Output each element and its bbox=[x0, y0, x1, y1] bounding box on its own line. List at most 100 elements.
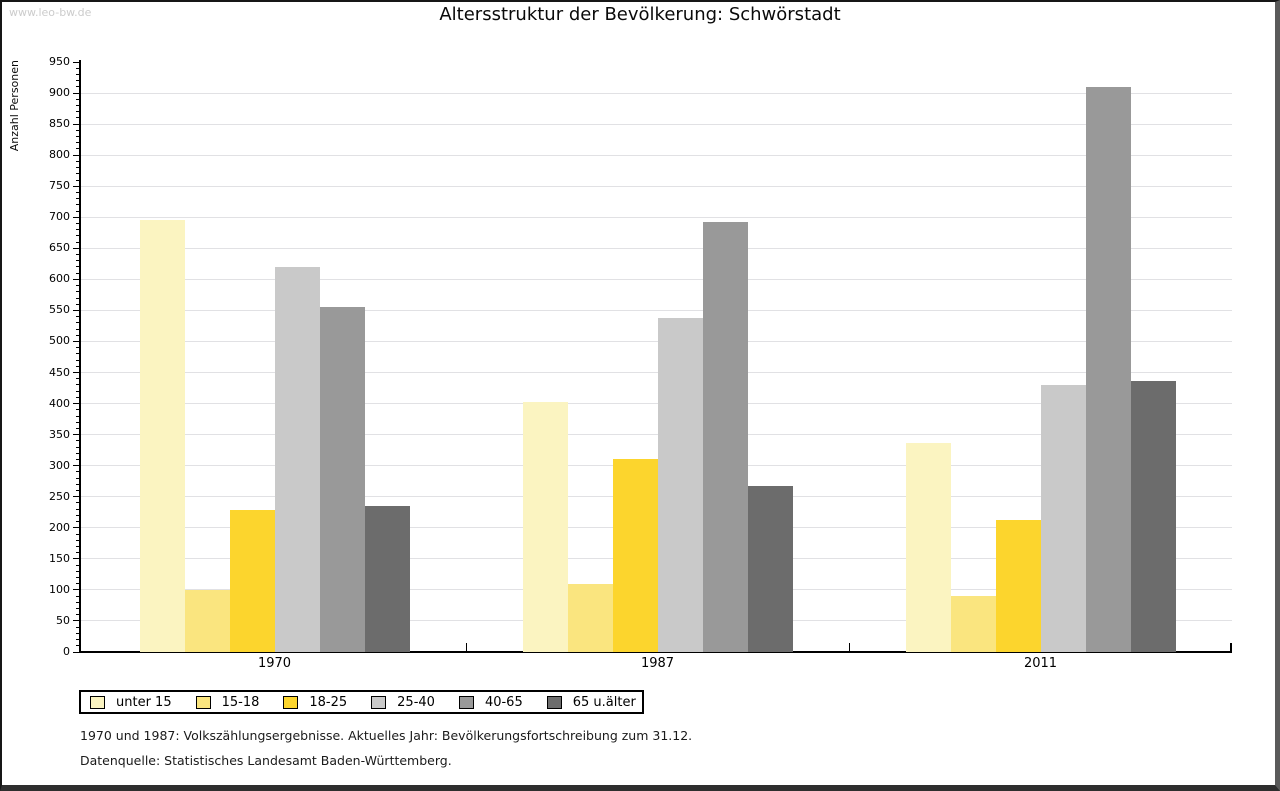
gridline bbox=[81, 434, 1232, 436]
y-minor-tick bbox=[76, 86, 80, 88]
y-minor-tick bbox=[76, 384, 80, 386]
x-category-label: 2011 bbox=[1023, 656, 1058, 671]
y-minor-tick bbox=[76, 483, 80, 485]
gridline bbox=[81, 123, 1232, 125]
y-minor-tick bbox=[76, 191, 80, 193]
y-tick-label: 250 bbox=[49, 489, 70, 503]
y-minor-tick bbox=[76, 272, 80, 274]
y-tick-label: 450 bbox=[49, 365, 70, 379]
y-minor-tick bbox=[76, 533, 80, 535]
y-minor-tick bbox=[76, 508, 80, 510]
y-tick-label: 900 bbox=[49, 86, 70, 100]
y-minor-tick bbox=[76, 148, 80, 150]
y-minor-tick bbox=[76, 458, 80, 460]
gridline bbox=[81, 403, 1232, 405]
x-category-label: 1970 bbox=[257, 656, 292, 671]
y-minor-tick bbox=[76, 626, 80, 628]
gridline bbox=[81, 247, 1232, 249]
bar-2011-15-18 bbox=[950, 596, 996, 652]
y-minor-tick bbox=[76, 322, 80, 324]
bar-1970-15-18 bbox=[184, 589, 230, 652]
y-tick-label: 400 bbox=[49, 396, 70, 410]
y-minor-tick bbox=[76, 608, 80, 610]
y-minor-tick bbox=[76, 104, 80, 106]
y-minor-tick bbox=[76, 552, 80, 554]
x-axis-end-tick bbox=[1230, 643, 1232, 652]
y-minor-tick bbox=[76, 490, 80, 492]
legend-item-40-65: 40-65 bbox=[458, 695, 523, 710]
y-minor-tick bbox=[76, 583, 80, 585]
bar-1987-18-25 bbox=[612, 459, 658, 652]
bar-1970-40-65 bbox=[319, 307, 365, 652]
bar-1987-15-18 bbox=[567, 583, 613, 652]
y-major-tick bbox=[73, 340, 80, 342]
y-minor-tick bbox=[76, 210, 80, 212]
y-minor-tick bbox=[76, 179, 80, 181]
y-tick-label: 200 bbox=[49, 520, 70, 534]
y-minor-tick bbox=[76, 409, 80, 411]
legend-swatch-icon bbox=[546, 695, 562, 709]
gridline bbox=[81, 185, 1232, 187]
legend-swatch-icon bbox=[371, 695, 387, 709]
legend-item-18-25: 18-25 bbox=[283, 695, 347, 710]
y-minor-tick bbox=[76, 471, 80, 473]
y-major-tick bbox=[73, 309, 80, 311]
y-tick-label: 600 bbox=[49, 272, 70, 286]
legend-label: 15-18 bbox=[221, 694, 260, 710]
y-minor-tick bbox=[76, 427, 80, 429]
y-minor-tick bbox=[76, 222, 80, 224]
bar-1987-unter-15 bbox=[522, 402, 568, 652]
gridline bbox=[81, 154, 1232, 156]
legend-swatch-icon bbox=[195, 695, 211, 709]
y-tick-label: 950 bbox=[49, 55, 70, 68]
y-minor-tick bbox=[76, 142, 80, 144]
y-minor-tick bbox=[76, 378, 80, 380]
y-minor-tick bbox=[76, 229, 80, 231]
y-minor-tick bbox=[76, 285, 80, 287]
y-tick-label: 650 bbox=[49, 241, 70, 255]
y-minor-tick bbox=[76, 576, 80, 578]
y-minor-tick bbox=[76, 291, 80, 293]
gridline bbox=[81, 216, 1232, 218]
y-tick-label: 800 bbox=[49, 148, 70, 162]
y-major-tick bbox=[73, 247, 80, 249]
y-major-tick bbox=[73, 154, 80, 156]
y-minor-tick bbox=[76, 167, 80, 169]
y-minor-tick bbox=[76, 446, 80, 448]
legend-swatch-icon bbox=[90, 695, 105, 709]
y-minor-tick bbox=[76, 545, 80, 547]
y-minor-tick bbox=[76, 645, 80, 647]
legend-item-15-18: 15-18 bbox=[195, 694, 260, 710]
legend-label: 65 u.älter bbox=[572, 694, 636, 710]
y-major-tick bbox=[73, 185, 80, 187]
y-minor-tick bbox=[76, 80, 80, 82]
footnote-source-line: 1970 und 1987: Volkszählungsergebnisse. … bbox=[80, 728, 693, 743]
y-minor-tick bbox=[76, 334, 80, 336]
y-minor-tick bbox=[76, 539, 80, 541]
y-major-tick bbox=[73, 651, 80, 653]
y-minor-tick bbox=[76, 440, 80, 442]
legend-swatch-icon bbox=[458, 695, 474, 709]
x-category-label: 1987 bbox=[640, 656, 675, 671]
y-tick-label: 150 bbox=[49, 551, 70, 565]
y-tick-label: 350 bbox=[49, 427, 70, 441]
y-minor-tick bbox=[76, 160, 80, 162]
bar-1987-65-u.älter bbox=[747, 486, 793, 652]
y-tick-label: 0 bbox=[63, 645, 70, 658]
y-minor-tick bbox=[76, 614, 80, 616]
y-axis-line bbox=[79, 60, 81, 653]
y-major-tick bbox=[73, 496, 80, 498]
y-minor-tick bbox=[76, 173, 80, 175]
y-minor-tick bbox=[76, 365, 80, 367]
y-minor-tick bbox=[76, 595, 80, 597]
gridline bbox=[81, 340, 1232, 342]
y-minor-tick bbox=[76, 235, 80, 237]
bar-1970-18-25 bbox=[229, 510, 275, 652]
bar-1987-40-65 bbox=[702, 221, 748, 652]
y-tick-label: 300 bbox=[49, 458, 70, 472]
bar-2011-65-u.älter bbox=[1130, 380, 1176, 652]
gridline bbox=[81, 372, 1232, 374]
y-minor-tick bbox=[76, 260, 80, 262]
y-major-tick bbox=[73, 92, 80, 94]
bar-1970-25-40 bbox=[274, 266, 320, 652]
